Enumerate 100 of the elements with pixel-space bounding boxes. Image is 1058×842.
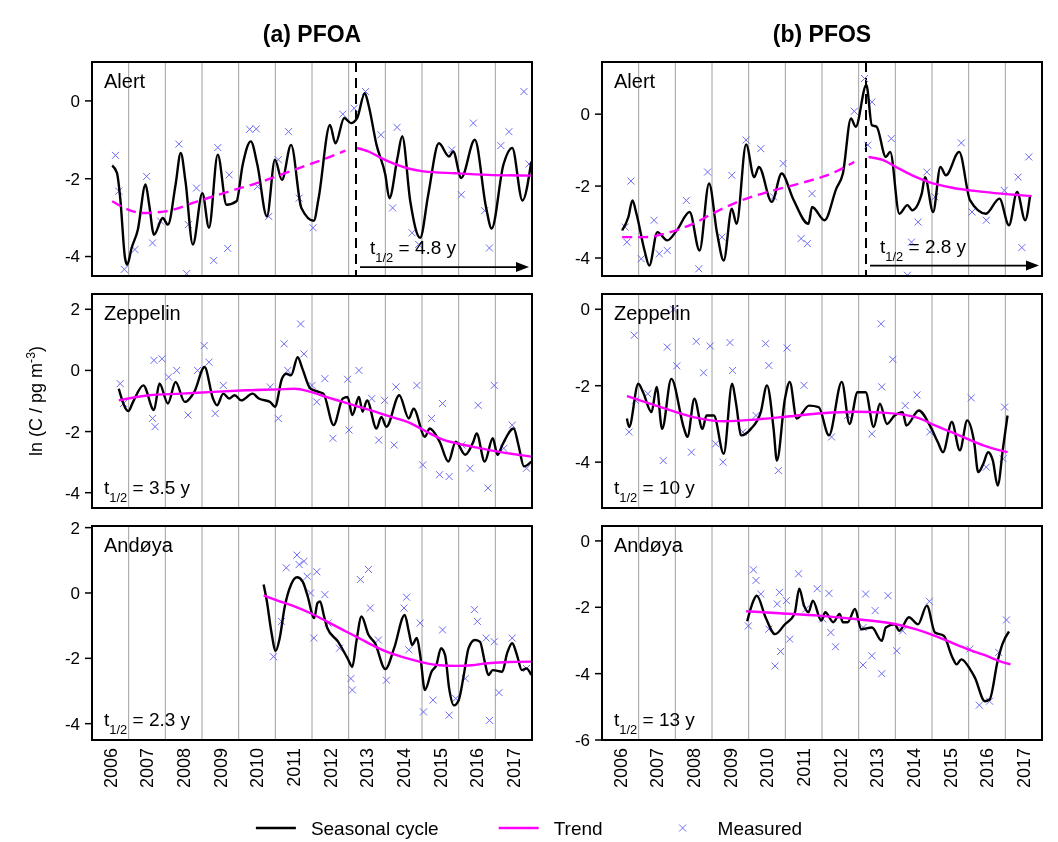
point — [877, 319, 886, 328]
point — [356, 575, 365, 584]
point — [756, 590, 765, 599]
point — [429, 696, 437, 705]
point — [738, 427, 747, 436]
point — [348, 686, 357, 695]
point — [694, 264, 703, 273]
point — [744, 621, 753, 630]
point — [274, 414, 283, 423]
point — [320, 374, 329, 383]
x-tick-label: 2010 — [247, 748, 268, 789]
point — [859, 623, 868, 632]
point — [749, 565, 758, 574]
y-tick-label: -4 — [574, 453, 590, 473]
point — [861, 590, 870, 599]
point — [877, 382, 886, 391]
point — [859, 661, 868, 670]
x-tick-label: 2016 — [467, 748, 488, 789]
y-tick-label: 0 — [70, 91, 80, 111]
point — [376, 130, 385, 139]
legend-label: Seasonal cycle — [310, 817, 439, 839]
point — [482, 634, 491, 643]
line-series — [355, 146, 532, 177]
point — [985, 697, 994, 706]
line-series — [744, 610, 1012, 666]
point — [485, 716, 494, 725]
annotation: t$_{1/2}$ = 10 y — [614, 477, 696, 505]
annotation: t$_{1/2}$ = 13 y — [614, 709, 696, 737]
point — [282, 563, 291, 572]
point — [184, 220, 193, 229]
y-tick-label: 0 — [70, 583, 80, 603]
line-series — [262, 594, 532, 668]
x-tick-label: 2014 — [903, 748, 924, 789]
point — [438, 399, 447, 408]
point — [223, 244, 232, 253]
x-tick-label: 2015 — [940, 748, 961, 789]
annotation: t$_{1/2}$ = 4.8 y — [370, 237, 457, 265]
point — [345, 426, 354, 435]
point — [914, 218, 923, 227]
point — [408, 228, 417, 237]
point — [773, 599, 782, 608]
point — [803, 239, 812, 248]
point — [366, 604, 375, 613]
point — [469, 119, 478, 128]
point — [495, 688, 503, 697]
x-tick-label: 2017 — [1013, 748, 1034, 789]
point — [999, 454, 1008, 463]
point — [308, 381, 316, 390]
point — [764, 625, 773, 634]
point — [338, 110, 347, 119]
point — [769, 192, 778, 201]
point — [225, 170, 234, 179]
point — [111, 151, 120, 160]
point — [850, 107, 859, 116]
point — [782, 596, 791, 605]
line-series — [867, 155, 1033, 198]
point — [728, 366, 737, 375]
point — [867, 651, 876, 660]
y-tick-label: -2 — [574, 376, 590, 396]
point — [292, 551, 301, 560]
y-tick-label: -2 — [64, 649, 80, 669]
x-tick-label: 2017 — [503, 748, 524, 789]
y-tick-label: -2 — [574, 598, 590, 618]
point — [309, 223, 318, 232]
point — [445, 711, 454, 720]
point — [306, 588, 315, 597]
point — [174, 140, 183, 149]
point — [783, 343, 792, 352]
point — [827, 432, 836, 441]
point — [672, 361, 681, 370]
line-series — [746, 587, 1011, 703]
point — [752, 576, 760, 585]
point — [211, 409, 220, 418]
point — [328, 434, 337, 443]
point — [346, 674, 355, 683]
point — [404, 645, 413, 654]
point — [402, 593, 411, 602]
point — [485, 243, 494, 252]
point — [630, 331, 639, 340]
point — [982, 216, 991, 225]
point — [264, 212, 273, 221]
point — [182, 269, 191, 276]
x-tick-label: 2014 — [393, 748, 414, 789]
x-tick-label: 2012 — [830, 748, 851, 789]
x-tick-label: 2008 — [173, 748, 194, 789]
point — [320, 590, 329, 599]
point — [860, 74, 869, 83]
point — [764, 361, 773, 370]
point — [508, 634, 517, 643]
point — [813, 584, 822, 593]
x-tick-label: 2013 — [867, 748, 888, 789]
point — [727, 171, 736, 180]
point — [626, 177, 635, 186]
point — [280, 339, 289, 348]
line-series — [110, 149, 347, 215]
point — [794, 569, 803, 578]
chart-title: (a) PFOA — [262, 21, 362, 47]
point — [148, 238, 157, 247]
chart-title: (b) PFOS — [772, 21, 872, 47]
x-tick-label: 2009 — [720, 748, 741, 789]
